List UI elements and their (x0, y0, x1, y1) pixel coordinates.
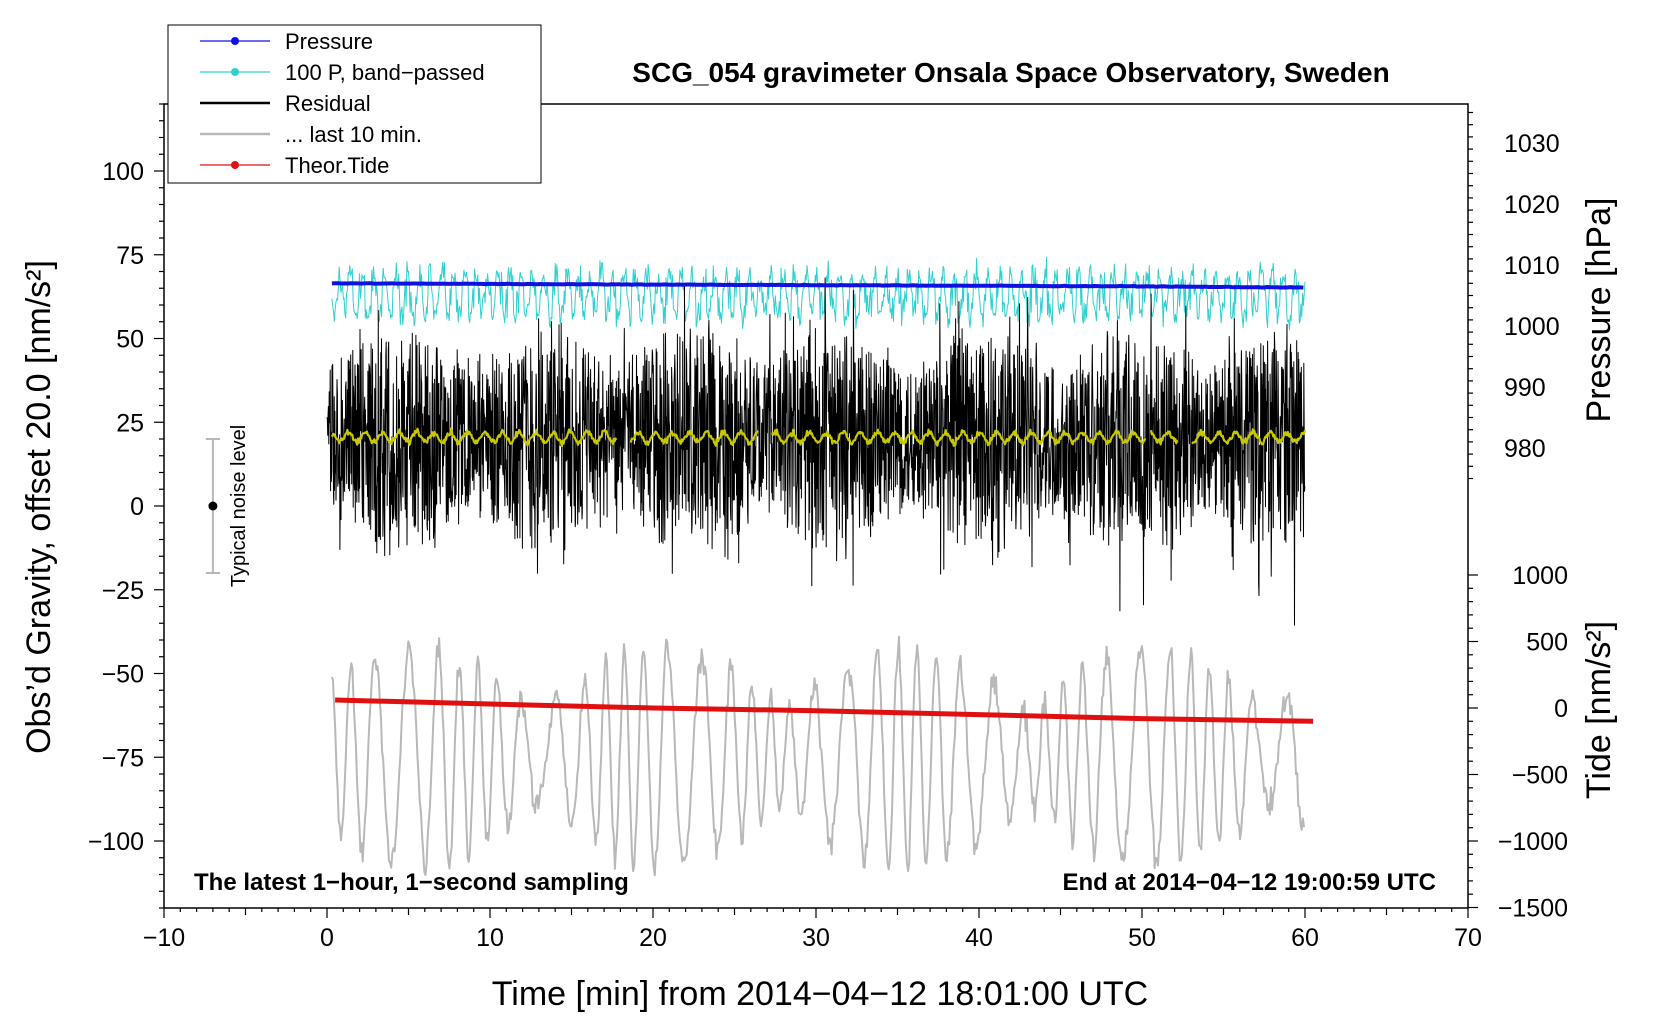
legend-marker (231, 37, 239, 45)
legend-label: Residual (285, 91, 371, 116)
noise-bar-label: Typical noise level (228, 425, 250, 587)
series-residual-smoothed-seg-2 (770, 428, 1147, 447)
legend-marker (231, 161, 239, 169)
legend-label: 100 P, band−passed (285, 60, 485, 85)
y-left-tick-label: −100 (88, 828, 144, 856)
x-tick-label: 40 (965, 924, 993, 952)
x-tick-label: 30 (802, 924, 830, 952)
x-axis-title: Time [min] from 2014−04−12 18:01:00 UTC (492, 975, 1148, 1013)
y-left-tick-label: 25 (116, 409, 144, 437)
legend-marker (231, 68, 239, 76)
series-residual-smoothed-seg-1 (629, 429, 760, 447)
series-residual-smoothed-seg-3 (1149, 429, 1179, 446)
legend-label: Theor.Tide (285, 153, 389, 178)
tide-tick-label: −500 (1512, 762, 1568, 790)
y-axis-title-left: Obs’d Gravity, offset 20.0 [nm/s²] (20, 260, 58, 754)
x-tick-label: −10 (143, 924, 185, 952)
x-tick-label: 60 (1291, 924, 1319, 952)
pressure-tick-label: 1030 (1504, 130, 1560, 158)
series-residual-smoothed-seg-0 (330, 427, 618, 447)
annotation-end-time: End at 2014−04−12 19:00:59 UTC (1062, 869, 1436, 896)
y-axis-title-tide: Tide [nm/s²] (1580, 621, 1618, 799)
legend-label: ... last 10 min. (285, 122, 422, 147)
tide-tick-label: 0 (1554, 695, 1568, 723)
data-layer (326, 256, 1314, 877)
legend-label: Pressure (285, 29, 373, 54)
pressure-tick-label: 980 (1504, 435, 1546, 463)
series-last-10-min (330, 635, 1305, 877)
y-left-tick-label: 100 (102, 158, 144, 186)
y-left-tick-label: 50 (116, 326, 144, 354)
pressure-tick-label: 1020 (1504, 191, 1560, 219)
annotation-sampling: The latest 1−hour, 1−second sampling (194, 869, 629, 896)
y-left-tick-label: 0 (130, 493, 144, 521)
x-tick-label: 10 (476, 924, 504, 952)
tide-tick-label: −1000 (1498, 828, 1568, 856)
legend-items: Pressure 100 P, band−passed Residual ... la… (200, 29, 485, 178)
tide-tick-label: 1000 (1512, 562, 1568, 590)
series-theor-tide (335, 697, 1314, 724)
series-residual (326, 277, 1306, 626)
axes-layer: −10 0 10 20 30 40 50 60 701007550250−25−50−75−10… (88, 103, 1568, 952)
x-tick-label: 50 (1128, 924, 1156, 952)
y-left-tick-label: −50 (102, 661, 144, 689)
pressure-tick-label: 1010 (1504, 252, 1560, 280)
series-pressure (331, 281, 1304, 290)
x-tick-label: 0 (320, 924, 334, 952)
x-tick-label: 70 (1454, 924, 1482, 952)
y-left-tick-label: −25 (102, 577, 144, 605)
tide-tick-label: −1500 (1498, 895, 1568, 923)
pressure-tick-label: 990 (1504, 374, 1546, 402)
y-left-tick-label: 75 (116, 242, 144, 270)
pressure-tick-label: 1000 (1504, 313, 1560, 341)
y-axis-title-pressure: Pressure [hPa] (1580, 198, 1618, 423)
noise-bar-center-dot (208, 501, 218, 511)
series-pressure-band-passed (331, 256, 1306, 331)
y-left-tick-label: −75 (102, 744, 144, 772)
noise-bar: Typical noise level (205, 425, 250, 587)
chart-title: SCG_054 gravimeter Onsala Space Observat… (632, 57, 1389, 88)
legend: Pressure 100 P, band−passed Residual ... la… (167, 24, 542, 184)
x-tick-label: 20 (639, 924, 667, 952)
tide-tick-label: 500 (1526, 629, 1568, 657)
series-residual-smoothed-seg-4 (1191, 428, 1307, 446)
